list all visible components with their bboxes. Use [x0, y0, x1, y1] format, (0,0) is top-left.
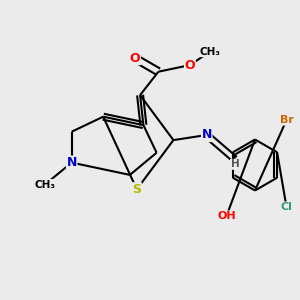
Text: H: H: [230, 159, 239, 169]
Text: O: O: [184, 58, 195, 72]
Text: CH₃: CH₃: [34, 179, 56, 190]
Text: OH: OH: [217, 211, 236, 221]
Text: Cl: Cl: [280, 202, 292, 212]
Text: N: N: [202, 128, 212, 142]
Text: O: O: [130, 52, 140, 65]
Text: CH₃: CH₃: [200, 46, 220, 57]
Text: N: N: [67, 156, 77, 169]
Text: S: S: [132, 183, 141, 196]
Text: Br: Br: [280, 115, 293, 125]
